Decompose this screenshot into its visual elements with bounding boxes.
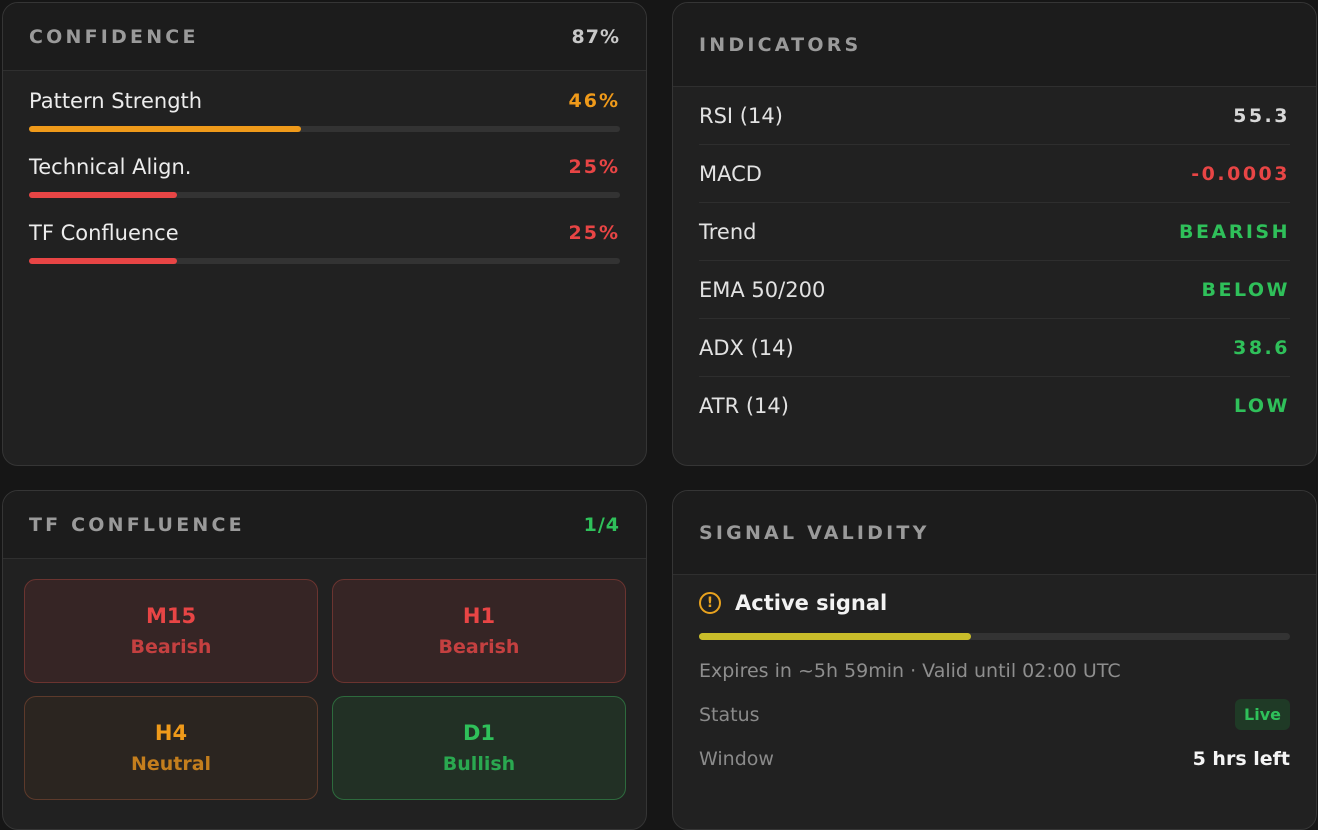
signal-validity-body: ! Active signal Expires in ~5h 59min · V… [699, 591, 1290, 770]
indicator-label: ADX (14) [699, 335, 794, 360]
metric-progress-fill [29, 126, 301, 132]
warning-circle-icon: ! [699, 592, 721, 614]
indicator-row-atr: ATR (14) LOW [699, 377, 1290, 435]
active-signal-label: Active signal [735, 591, 888, 615]
confidence-header: CONFIDENCE 87% [3, 3, 646, 71]
metric-technical-align: Technical Align. 25% [29, 155, 620, 198]
indicator-value: 38.6 [1233, 336, 1290, 359]
active-signal-row: ! Active signal [699, 591, 1290, 615]
indicator-row-adx: ADX (14) 38.6 [699, 319, 1290, 377]
metric-progress-track [29, 126, 620, 132]
tf-confluence-header: TF CONFLUENCE 1/4 [3, 491, 646, 559]
indicator-row-rsi: RSI (14) 55.3 [699, 87, 1290, 145]
indicator-value: 55.3 [1233, 104, 1290, 127]
tf-cell-h1[interactable]: H1 Bearish [332, 579, 626, 683]
signal-validity-card: SIGNAL VALIDITY ! Active signal Expires … [672, 490, 1317, 830]
tf-state: Bullish [442, 753, 516, 775]
indicators-header: INDICATORS [673, 3, 1316, 87]
indicators-title: INDICATORS [699, 33, 862, 56]
signal-validity-title: SIGNAL VALIDITY [699, 521, 930, 544]
metric-pattern-strength: Pattern Strength 46% [29, 89, 620, 132]
indicator-row-macd: MACD -0.0003 [699, 145, 1290, 203]
metric-progress-track [29, 192, 620, 198]
expires-text: Expires in ~5h 59min · Valid until 02:00… [699, 660, 1121, 682]
status-badge: Live [1235, 699, 1290, 730]
metric-value: 46% [568, 90, 620, 112]
tf-cell-m15[interactable]: M15 Bearish [24, 579, 318, 683]
tf-cell-d1[interactable]: D1 Bullish [332, 696, 626, 800]
indicator-value: BELOW [1201, 278, 1290, 301]
tf-state: Bearish [438, 636, 520, 658]
tf-name: H1 [462, 604, 496, 628]
validity-progress-fill [699, 633, 971, 640]
metric-label: Technical Align. [29, 155, 192, 179]
indicator-value: -0.0003 [1191, 162, 1290, 185]
tf-name: D1 [462, 721, 496, 745]
indicator-label: Trend [699, 219, 757, 244]
confidence-title: CONFIDENCE [29, 25, 199, 48]
indicator-label: RSI (14) [699, 103, 783, 128]
status-label: Status [699, 703, 760, 726]
status-row: Status Live [699, 699, 1290, 730]
tf-state: Neutral [130, 753, 212, 775]
confidence-card: CONFIDENCE 87% Pattern Strength 46% Tech… [2, 2, 647, 466]
window-row: Window 5 hrs left [699, 748, 1290, 770]
indicator-value: BEARISH [1179, 220, 1290, 243]
metric-label: TF Confluence [29, 221, 179, 245]
tf-cell-h4[interactable]: H4 Neutral [24, 696, 318, 800]
tf-state: Bearish [130, 636, 212, 658]
indicators-list: RSI (14) 55.3 MACD -0.0003 Trend BEARISH… [673, 87, 1316, 435]
validity-progress-track [699, 633, 1290, 640]
indicators-card: INDICATORS RSI (14) 55.3 MACD -0.0003 Tr… [672, 2, 1317, 466]
tf-name: H4 [154, 721, 188, 745]
indicator-row-ema: EMA 50/200 BELOW [699, 261, 1290, 319]
indicator-value: LOW [1233, 395, 1290, 417]
indicator-label: MACD [699, 161, 762, 186]
tf-confluence-title: TF CONFLUENCE [29, 513, 245, 536]
metric-progress-track [29, 258, 620, 264]
indicator-label: ATR (14) [699, 394, 789, 418]
metric-label: Pattern Strength [29, 89, 203, 113]
metric-progress-fill [29, 258, 177, 264]
metric-progress-fill [29, 192, 177, 198]
metric-tf-confluence: TF Confluence 25% [29, 221, 620, 264]
metric-value: 25% [568, 222, 620, 244]
tf-name: M15 [145, 604, 197, 628]
window-value: 5 hrs left [1192, 748, 1290, 770]
indicator-row-trend: Trend BEARISH [699, 203, 1290, 261]
confidence-value: 87% [571, 25, 620, 48]
tf-confluence-card: TF CONFLUENCE 1/4 M15 Bearish H1 Bearish… [2, 490, 647, 830]
window-label: Window [699, 748, 774, 770]
indicator-label: EMA 50/200 [699, 277, 826, 302]
metric-value: 25% [568, 156, 620, 178]
signal-validity-header: SIGNAL VALIDITY [673, 491, 1316, 575]
tf-confluence-count: 1/4 [583, 513, 620, 536]
